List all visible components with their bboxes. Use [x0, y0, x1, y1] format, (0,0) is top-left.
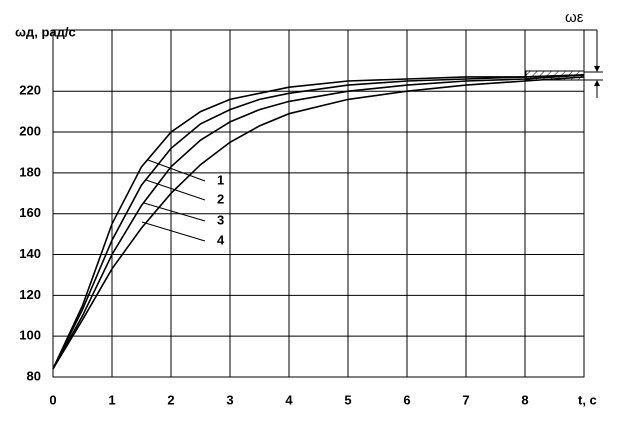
- y-tick-label: 180: [19, 164, 41, 179]
- line: [52, 74, 585, 370]
- x-tick-label: 7: [462, 392, 469, 407]
- plot-frame: [52, 29, 585, 378]
- arrow-head: [594, 66, 600, 72]
- x-tick-label: 3: [226, 392, 233, 407]
- x-tick-label: 5: [344, 392, 351, 407]
- x-axis-label: t, с: [578, 392, 597, 407]
- legend-label: 3: [217, 212, 224, 227]
- legend-label: 4: [217, 232, 225, 247]
- x-tick-label: 6: [403, 392, 410, 407]
- x-tick-label: 4: [285, 392, 293, 407]
- y-tick-label: 220: [19, 83, 41, 98]
- y-tick-label: 80: [27, 368, 41, 383]
- y-tick-label: 100: [19, 328, 41, 343]
- legend-label: 1: [217, 172, 224, 187]
- y-axis-label: ωд, рад/с: [15, 24, 76, 39]
- x-tick-label: 0: [49, 392, 56, 407]
- arrow-head: [594, 80, 600, 86]
- line: [52, 76, 585, 370]
- leader-line: [147, 159, 206, 182]
- line: [52, 74, 585, 370]
- y-tick-label: 160: [19, 205, 41, 220]
- y-tick-label: 140: [19, 246, 41, 261]
- leader-line: [145, 179, 206, 201]
- leader-line: [141, 221, 206, 242]
- x-tick-label: 1: [108, 392, 115, 407]
- x-tick-label: 8: [521, 392, 528, 407]
- line: [52, 74, 585, 370]
- y-tick-label: 200: [19, 123, 41, 138]
- y-tick-label: 120: [19, 287, 41, 302]
- leader-line: [143, 202, 206, 222]
- x-tick-label: 2: [167, 392, 174, 407]
- annotation: ωε: [565, 9, 584, 26]
- legend-label: 2: [217, 191, 224, 206]
